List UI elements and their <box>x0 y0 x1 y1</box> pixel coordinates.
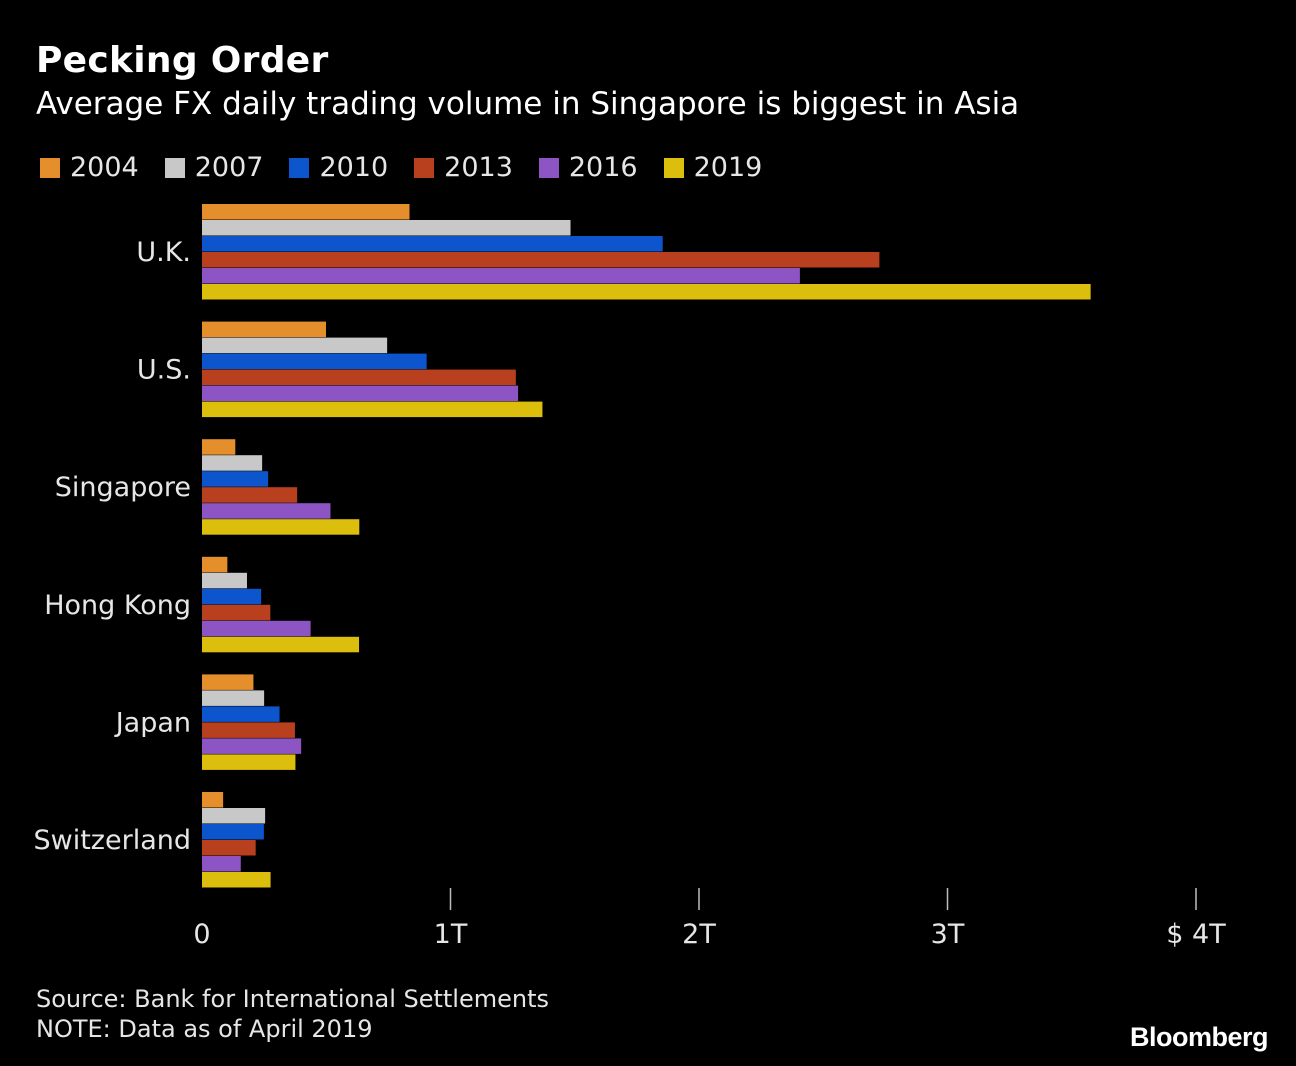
bar-hong-kong-2019 <box>202 636 360 653</box>
bar-chart: U.K. U.S. Singapore Hong Kong Japan Switzerla… <box>34 204 1226 950</box>
legend-label-2004: 2004 <box>70 152 139 183</box>
legend-label-2016: 2016 <box>568 152 638 183</box>
bar-hong-kong-2013 <box>202 604 271 621</box>
bar-hong-kong-2010 <box>202 588 262 605</box>
bar-switzerland-2013 <box>202 840 256 856</box>
legend-label-2007: 2007 <box>194 152 264 183</box>
bar-japan-2010 <box>202 706 280 722</box>
bar-japan-2004 <box>202 674 254 690</box>
category-label-hong-kong: Hong Kong <box>44 590 191 621</box>
x-tick-label-0: 0 <box>193 919 210 950</box>
bar-u-s--2007 <box>202 337 388 354</box>
bar-u-s--2019 <box>202 401 543 418</box>
legend: 2004 2007 2010 2013 2016 2019 <box>40 152 788 183</box>
legend-label-2013: 2013 <box>444 152 513 183</box>
category-label-u-s-: U.S. <box>137 355 191 386</box>
category-label-japan: Japan <box>114 707 191 738</box>
note-text: NOTE: Data as of April 2019 <box>36 1015 373 1043</box>
bar-u-s--2010 <box>202 353 427 370</box>
legend-item-2007: 2007 <box>164 152 264 183</box>
chart-subtitle: Average FX daily trading volume in Singa… <box>36 86 1020 122</box>
bar-hong-kong-2004 <box>202 556 228 573</box>
bar-singapore-2016 <box>202 503 331 519</box>
bar-hong-kong-2007 <box>202 572 247 589</box>
bar-switzerland-2004 <box>202 792 224 808</box>
bar-switzerland-2007 <box>202 808 266 824</box>
bar-switzerland-2016 <box>202 856 241 872</box>
source-notes: Source: Bank for International Settlemen… <box>36 984 549 1044</box>
category-label-u-k-: U.K. <box>136 237 191 268</box>
bar-u-k--2007 <box>202 220 571 236</box>
x-tick-label-1: 1T <box>434 919 468 950</box>
category-label-switzerland: Switzerland <box>34 825 192 856</box>
bar-u-k--2019 <box>202 284 1091 300</box>
bar-japan-2007 <box>202 690 265 706</box>
legend-item-2019: 2019 <box>663 152 763 183</box>
bar-singapore-2010 <box>202 471 269 487</box>
bar-singapore-2013 <box>202 487 298 503</box>
bar-u-k--2016 <box>202 268 800 284</box>
bar-u-k--2004 <box>202 204 410 220</box>
legend-item-2013: 2013 <box>414 152 513 183</box>
bar-japan-2016 <box>202 738 302 754</box>
legend-item-2004: 2004 <box>40 152 139 183</box>
bar-switzerland-2010 <box>202 824 264 840</box>
x-tick-label-4: $ 4T <box>1166 919 1226 950</box>
legend-item-2016: 2016 <box>538 152 638 183</box>
legend-label-2010: 2010 <box>319 152 389 183</box>
bar-japan-2019 <box>202 754 296 770</box>
category-label-singapore: Singapore <box>55 472 191 503</box>
legend-swatch-2007 <box>164 157 185 178</box>
bar-hong-kong-2016 <box>202 620 311 637</box>
bar-switzerland-2019 <box>202 872 271 888</box>
legend-swatch-2019 <box>663 157 684 178</box>
bloomberg-logo: Bloomberg <box>1129 1022 1269 1052</box>
x-tick-label-2: 2T <box>682 919 716 950</box>
legend-swatch-2010 <box>289 157 310 178</box>
legend-swatch-2013 <box>414 157 435 178</box>
legend-swatch-2004 <box>40 157 60 178</box>
bar-u-s--2013 <box>202 369 516 386</box>
bar-singapore-2007 <box>202 455 263 471</box>
bar-u-s--2004 <box>202 321 327 338</box>
bar-u-k--2013 <box>202 252 880 268</box>
x-tick-label-3: 3T <box>931 919 965 950</box>
source-text: Source: Bank for International Settlemen… <box>36 985 550 1013</box>
bar-u-k--2010 <box>202 236 663 252</box>
legend-item-2010: 2010 <box>289 152 388 183</box>
chart-title: Pecking Order <box>36 40 329 81</box>
legend-label-2019: 2019 <box>693 152 763 183</box>
bar-singapore-2019 <box>202 519 360 535</box>
bar-japan-2013 <box>202 722 295 738</box>
bar-u-s--2016 <box>202 385 519 402</box>
legend-swatch-2016 <box>538 157 559 178</box>
bar-singapore-2004 <box>202 439 236 455</box>
